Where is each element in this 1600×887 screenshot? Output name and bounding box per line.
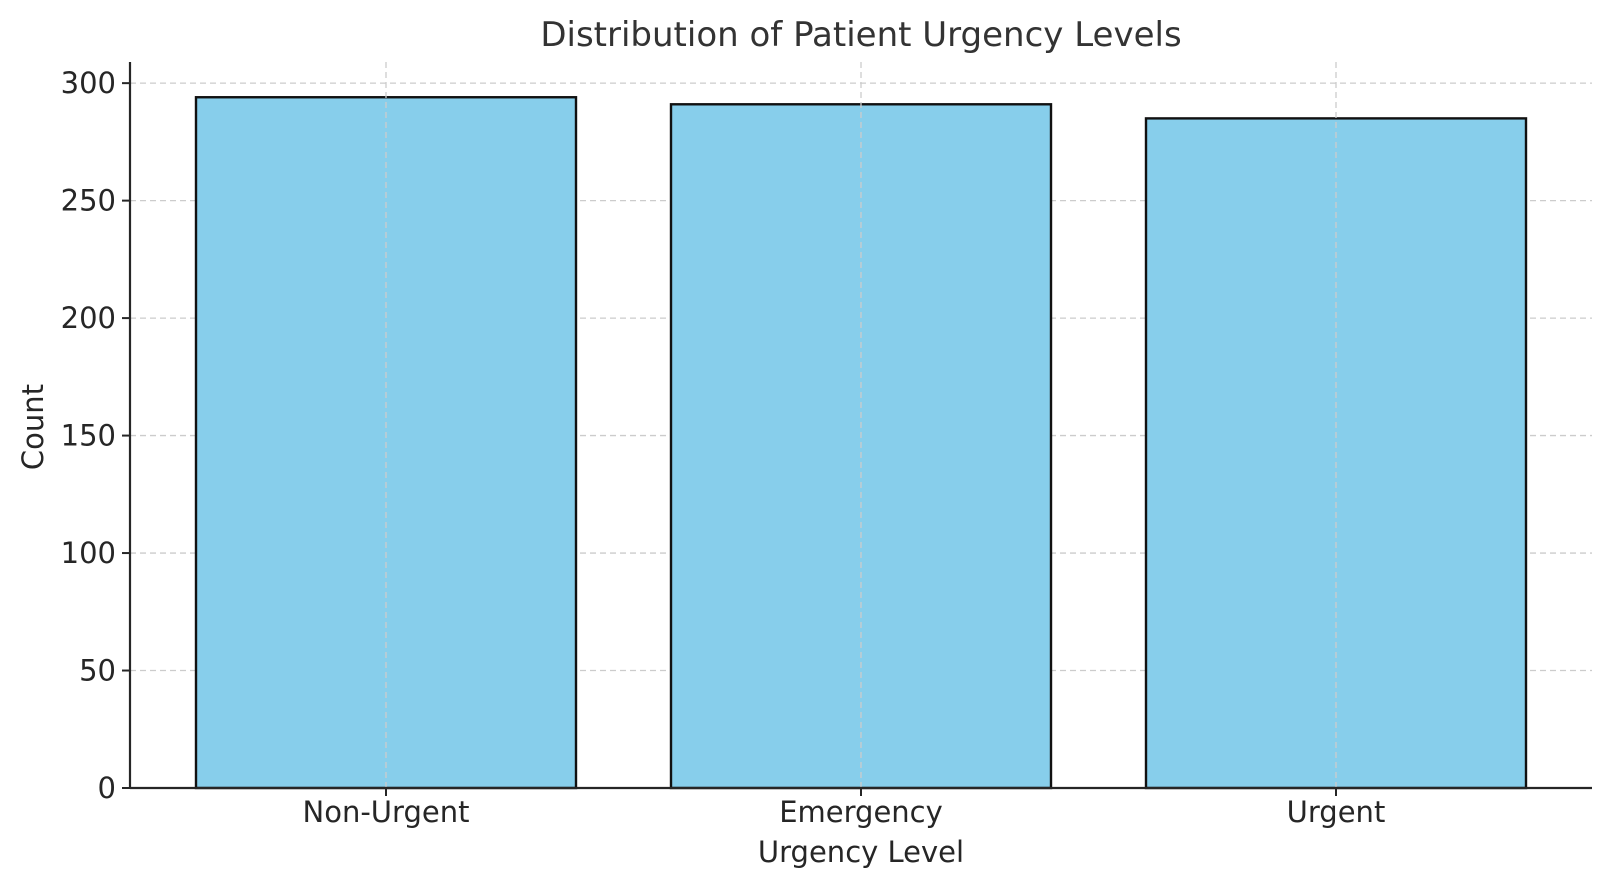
tick-labels: 0 50 100 150 200 250 300 Non-Urgent Emergency Urg… [61, 66, 1386, 829]
x-tick-label: Non-Urgent [303, 795, 470, 829]
y-tick-label: 250 [61, 184, 116, 218]
y-tick-label: 100 [61, 536, 116, 570]
y-tick-label: 300 [61, 66, 116, 100]
x-axis-label: Urgency Level [758, 835, 964, 869]
y-tick-label: 200 [61, 301, 116, 335]
x-tick-label: Urgent [1287, 795, 1386, 829]
y-axis-label: Count [16, 384, 50, 470]
y-tick-label: 0 [98, 771, 116, 805]
bars [194, 62, 1528, 790]
y-tick-label: 50 [79, 654, 116, 688]
y-tick-label: 150 [61, 419, 116, 453]
x-tick-label: Emergency [779, 795, 943, 829]
axes [122, 62, 1592, 796]
chart-title: Distribution of Patient Urgency Levels [540, 15, 1181, 55]
